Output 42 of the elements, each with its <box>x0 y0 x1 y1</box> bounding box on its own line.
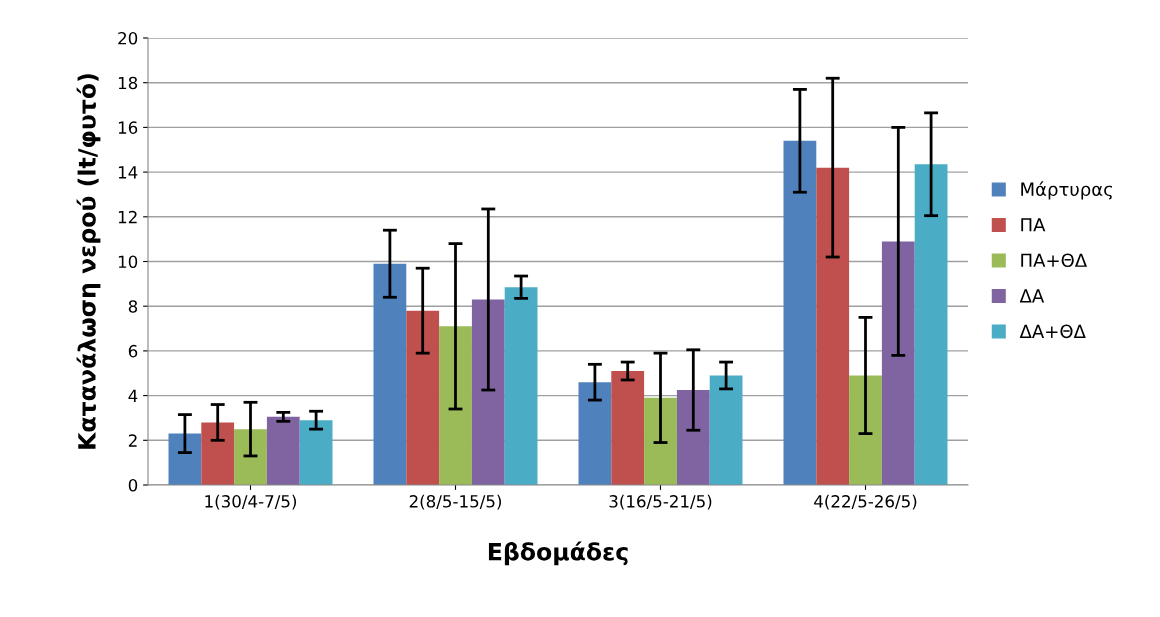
bar <box>234 429 267 485</box>
y-tick-label: 0 <box>128 478 138 492</box>
bar <box>783 140 817 485</box>
bar <box>504 287 538 485</box>
legend-label: ΠΑ+ΘΔ <box>1021 253 1087 268</box>
bar <box>644 397 677 485</box>
bar <box>816 167 850 485</box>
x-tick-label: 2(8/5-15/5) <box>409 494 501 510</box>
y-tick-label: 12 <box>118 210 137 224</box>
legend-label: ΔΑ+ΘΔ <box>1019 324 1086 339</box>
legend-label: Μάρτυρας <box>1021 181 1112 200</box>
y-tick-label: 14 <box>118 166 138 179</box>
bar <box>406 310 440 485</box>
x-tick-label: 4(22/5-26/5) <box>814 494 917 510</box>
y-tick-label: 16 <box>118 121 138 134</box>
y-tick-label: 8 <box>128 300 138 313</box>
bar <box>299 420 333 485</box>
y-tick-label: 18 <box>118 76 138 90</box>
legend-label: ΠΑ <box>1021 218 1046 232</box>
bar <box>266 416 300 485</box>
x-tick-label: 1(30/4-7/5) <box>205 494 296 510</box>
y-tick-label: 6 <box>128 344 138 358</box>
y-tick-label: 20 <box>118 31 138 45</box>
y-tick-label: 10 <box>118 255 138 269</box>
y-axis-title: Κατανάλωση νερού (lt/φυτό) <box>76 74 101 449</box>
bar <box>373 263 407 485</box>
bar <box>578 382 612 485</box>
bar <box>849 375 882 485</box>
y-tick-label: 4 <box>128 389 138 402</box>
bar <box>201 422 235 485</box>
bar <box>676 390 710 485</box>
bar <box>439 326 472 485</box>
x-axis-title: Εβδομάδες <box>488 541 628 566</box>
bar <box>168 433 202 485</box>
x-tick-label: 3(16/5-21/5) <box>609 494 712 510</box>
bar <box>709 375 743 485</box>
bar <box>611 371 645 485</box>
bar <box>471 299 505 485</box>
bar <box>881 241 915 485</box>
bar <box>914 164 948 485</box>
legend-label: ΔΑ <box>1019 289 1045 303</box>
y-tick-label: 2 <box>128 434 137 447</box>
